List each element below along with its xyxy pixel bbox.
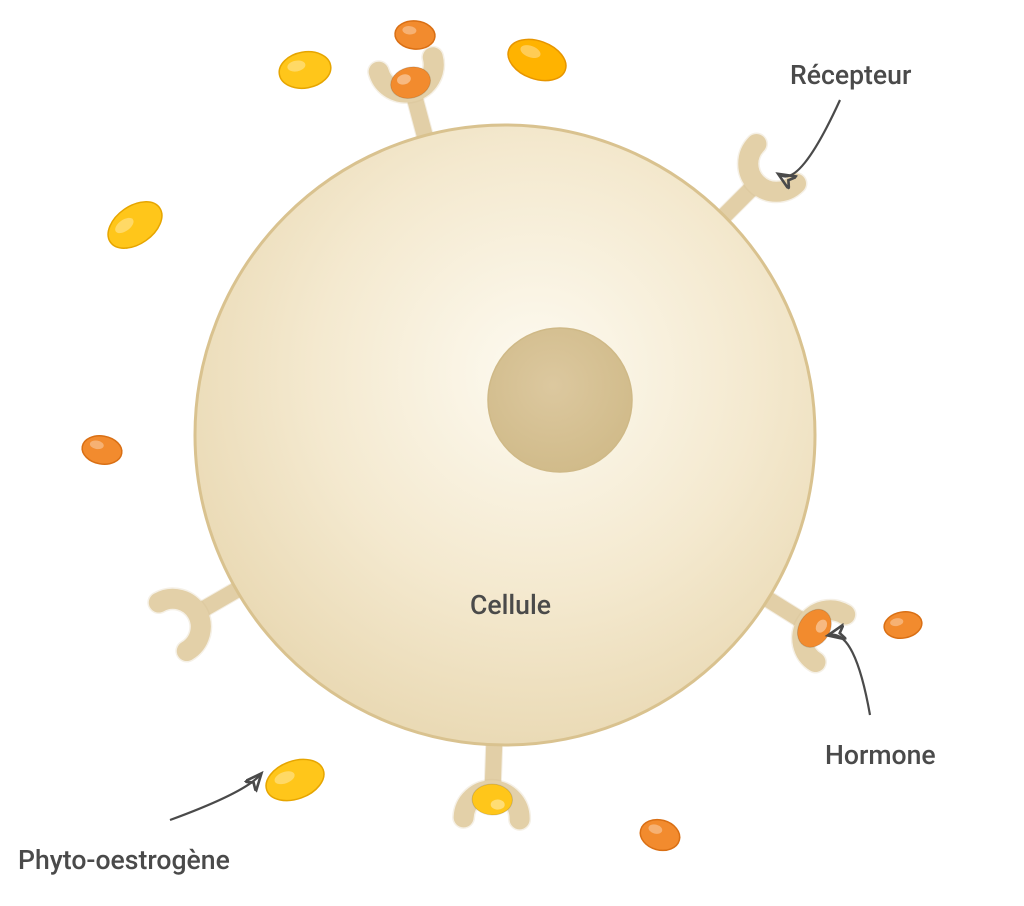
free-molecule bbox=[260, 752, 329, 808]
free-molecule bbox=[637, 815, 683, 854]
diagram-canvas: Cellule Récepteur Phyto-oestrogène Hormo… bbox=[0, 0, 1024, 906]
cell-label: Cellule bbox=[470, 590, 551, 621]
phyto-label: Phyto-oestrogène bbox=[18, 845, 230, 876]
recepteur-label: Récepteur bbox=[790, 60, 911, 91]
free-molecule bbox=[100, 192, 171, 258]
arrow-hormone bbox=[830, 635, 870, 715]
receptor-cup bbox=[464, 783, 521, 819]
cell-nucleus bbox=[488, 328, 632, 472]
receptor-stem-shadow bbox=[724, 188, 752, 216]
receptor-stem-shadow bbox=[202, 590, 237, 610]
free-molecule bbox=[276, 48, 333, 92]
arrow-recepteur bbox=[780, 100, 840, 177]
receptor-cup bbox=[379, 57, 442, 105]
arrow-phyto bbox=[170, 775, 260, 820]
free-molecule bbox=[80, 433, 124, 468]
receptor-stem-shadow bbox=[768, 599, 802, 620]
free-molecule bbox=[502, 32, 571, 88]
hormone-label: Hormone bbox=[825, 740, 936, 771]
free-molecule bbox=[882, 609, 924, 641]
receptor-stem-shadow bbox=[414, 97, 424, 136]
receptor-cup bbox=[159, 589, 211, 651]
receptor-stem-shadow bbox=[493, 745, 494, 785]
free-molecule bbox=[394, 19, 436, 50]
